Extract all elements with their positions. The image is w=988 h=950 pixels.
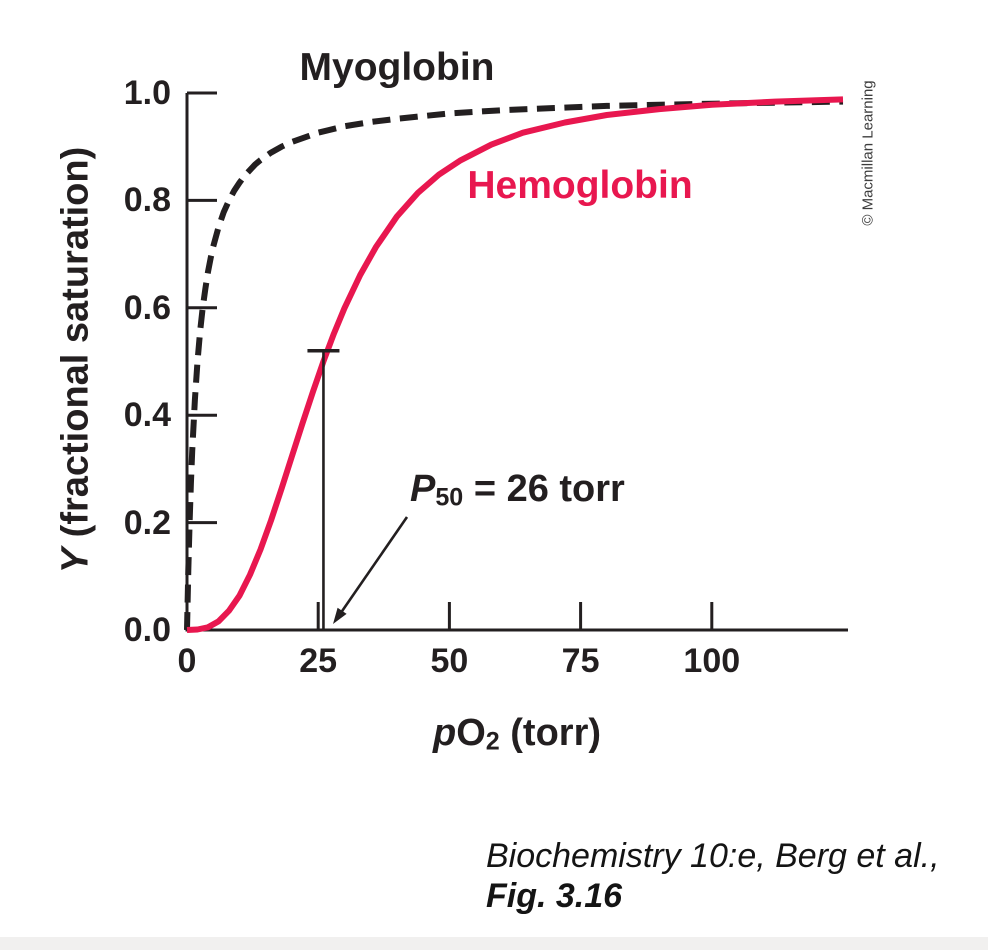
myoglobin-curve-label: Myoglobin — [299, 46, 495, 89]
x-axis-symbol: p — [432, 712, 457, 754]
hemoglobin-curve-label: Hemoglobin — [467, 164, 693, 207]
x-axis-subscript: 2 — [485, 727, 500, 756]
x-axis-molecule: O — [456, 712, 486, 754]
x-axis-label-rest: (torr) — [499, 712, 602, 754]
slide-bottom-edge — [0, 937, 988, 950]
x-tick-label: 50 — [430, 642, 469, 680]
source-caption: Biochemistry 10:e, Berg et al., Fig. 3.1… — [486, 836, 940, 916]
y-tick-label: 0.2 — [123, 503, 171, 542]
y-tick-label: 0.8 — [123, 181, 171, 220]
p50-marker — [307, 349, 340, 630]
p50-subscript: 50 — [435, 483, 464, 512]
y-tick-label: 0.0 — [123, 611, 171, 649]
copyright-credit: © Macmillan Learning — [859, 80, 877, 226]
p50-value: = 26 torr — [463, 468, 625, 510]
x-tick-label: 75 — [561, 642, 600, 680]
x-axis-label: pO2 (torr) — [433, 712, 601, 757]
y-tick-label: 0.6 — [123, 288, 171, 327]
hemoglobin-curve — [186, 96, 844, 633]
caption-line1: Biochemistry 10:e, Berg et al., — [486, 837, 940, 875]
p50-annotation: P50 = 26 torr — [410, 468, 625, 513]
x-tick-label: 25 — [299, 642, 338, 680]
caption-line2: Fig. 3.16 — [486, 877, 623, 915]
myoglobin-curve — [184, 98, 844, 631]
y-axis-label-rest: (fractional saturation) — [54, 146, 97, 548]
p50-arrow — [333, 516, 409, 624]
x-tick-label: 100 — [683, 642, 741, 680]
curves — [184, 96, 844, 633]
x-tick-label: 0 — [177, 642, 197, 680]
oxygen-binding-chart — [184, 91, 848, 633]
y-axis-symbol: Y — [54, 547, 97, 574]
p50-symbol: P — [410, 468, 436, 510]
y-tick-label: 1.0 — [123, 74, 171, 112]
y-tick-label: 0.4 — [123, 396, 171, 435]
y-axis-label: Y (fractional saturation) — [55, 147, 98, 574]
